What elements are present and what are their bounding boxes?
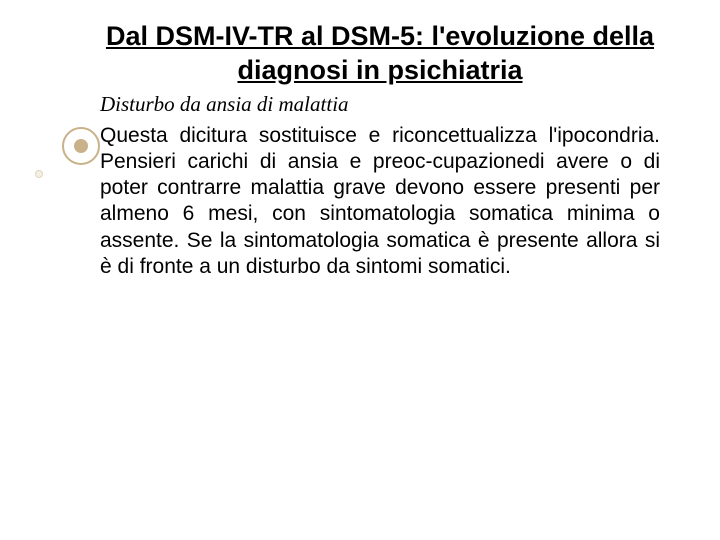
decorative-dot-icon xyxy=(74,139,88,153)
slide-title: Dal DSM-IV-TR al DSM-5: l'evoluzione del… xyxy=(100,20,660,88)
decorative-small-dot-icon xyxy=(35,170,43,178)
slide-container: Dal DSM-IV-TR al DSM-5: l'evoluzione del… xyxy=(0,0,720,540)
slide-body-text: Questa dicitura sostituisce e riconcettu… xyxy=(100,123,660,281)
slide-subtitle: Disturbo da ansia di malattia xyxy=(100,92,660,117)
